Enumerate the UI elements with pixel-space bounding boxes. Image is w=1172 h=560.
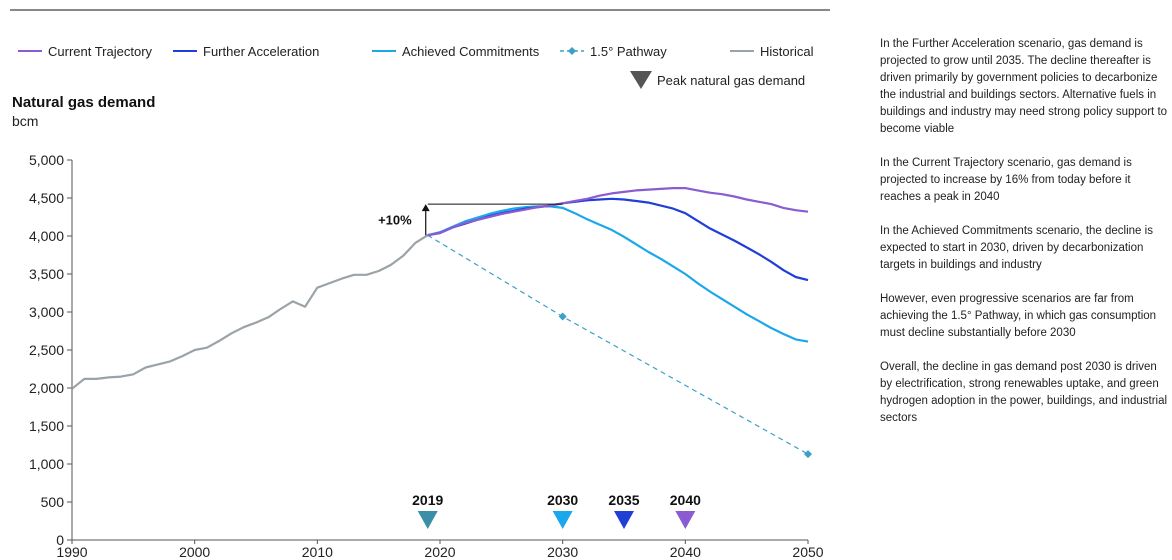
peak-year-label: 2030 xyxy=(547,492,578,508)
peak-triangle-icon xyxy=(614,511,634,529)
legend-peak-triangle-icon xyxy=(630,71,652,89)
chart-title: Natural gas demand xyxy=(12,94,155,111)
series-line-achieved-commitments xyxy=(427,205,809,343)
peak-year-label: 2040 xyxy=(670,492,701,508)
series-line-historical xyxy=(71,234,429,390)
x-tick-label: 2050 xyxy=(792,544,823,560)
note-current-trajectory: In the Current Trajectory scenario, gas … xyxy=(880,157,1132,203)
y-tick-label: 5,000 xyxy=(29,152,64,168)
peak-year-label: 2035 xyxy=(608,492,639,508)
y-tick-label: 500 xyxy=(41,494,65,510)
annotation-layer: +10% xyxy=(378,203,563,236)
peak-triangle-icon xyxy=(417,511,438,529)
pathway-marker xyxy=(558,312,567,321)
peak-triangle-icon xyxy=(552,511,573,529)
note-achieved-commitments: In the Achieved Commitments scenario, th… xyxy=(880,225,1153,271)
series-line-1-5-pathway xyxy=(427,234,809,455)
legend-label: Achieved Commitments xyxy=(402,44,540,59)
peak-triangle-icon xyxy=(675,511,696,529)
peak-markers: 2019 2030 2035 2040 xyxy=(412,492,701,529)
y-tick-label: 3,500 xyxy=(29,266,64,282)
note-further-acceleration: In the Further Acceleration scenario, ga… xyxy=(880,38,1168,135)
y-tick-label: 2,500 xyxy=(29,342,64,358)
legend-label: 1.5° Pathway xyxy=(590,44,667,59)
annotation-arrowhead xyxy=(421,204,430,212)
series-line-current-trajectory xyxy=(427,187,809,237)
y-tick-label: 4,000 xyxy=(29,228,64,244)
x-tick-label: 2020 xyxy=(424,544,455,560)
legend-peak-label: Peak natural gas demand xyxy=(657,73,805,88)
pathway-marker xyxy=(804,450,812,459)
y-tick-label: 4,500 xyxy=(29,190,64,206)
x-tick-label: 1990 xyxy=(56,544,87,560)
x-tick-label: 2010 xyxy=(302,544,333,560)
x-tick-label: 2040 xyxy=(670,544,701,560)
annotation-label: +10% xyxy=(378,213,412,228)
legend-diamond-icon xyxy=(568,47,576,55)
legend-label: Current Trajectory xyxy=(48,44,153,59)
y-tick-label: 1,000 xyxy=(29,456,64,472)
peak-year-label: 2019 xyxy=(412,492,443,508)
x-axis: 1990 2000 2010 2020 2030 2040 2050 xyxy=(56,539,824,560)
legend-label: Historical xyxy=(760,44,814,59)
x-tick-label: 2000 xyxy=(179,544,210,560)
chart-unit: bcm xyxy=(12,113,38,129)
note-1-5-pathway: However, even progressive scenarios are … xyxy=(880,293,1157,339)
y-tick-label: 0 xyxy=(56,532,64,548)
legend: Current Trajectory Further Acceleration Ac… xyxy=(18,44,814,89)
x-tick-label: 2030 xyxy=(547,544,578,560)
series-layer xyxy=(71,187,812,459)
note-overall: Overall, the decline in gas demand post … xyxy=(880,361,1168,424)
y-tick-label: 2,000 xyxy=(29,380,64,396)
series-line-further-acceleration xyxy=(427,197,809,282)
y-tick-label: 1,500 xyxy=(29,418,64,434)
legend-label: Further Acceleration xyxy=(203,44,319,59)
y-tick-label: 3,000 xyxy=(29,304,64,320)
y-axis: 0 500 1,000 1,500 2,000 2,500 3,000 3,500 4,000 4… xyxy=(29,152,73,548)
gas-demand-chart: Current Trajectory Further Acceleration Ac… xyxy=(10,9,830,560)
side-notes: In the Further Acceleration scenario, ga… xyxy=(880,36,1170,444)
